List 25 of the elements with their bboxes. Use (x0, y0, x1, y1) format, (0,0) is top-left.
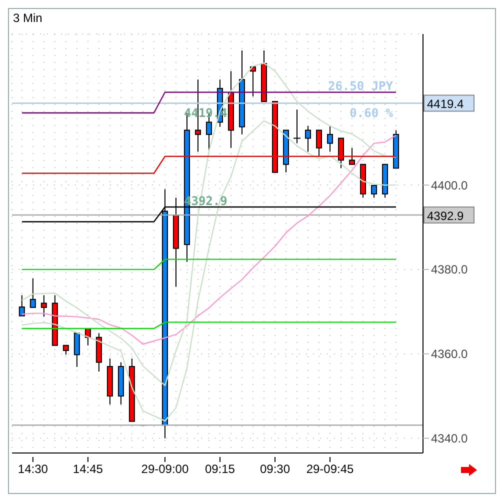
x-tick-label: 14:30 (18, 462, 48, 476)
candlestick (305, 125, 312, 152)
x-tick-label: 29-09:45 (306, 462, 354, 476)
chart-title: 3 Min (13, 11, 42, 25)
x-tick-label: 09:30 (260, 462, 290, 476)
candlestick (74, 332, 80, 368)
ref-line-label: 4392.9 (427, 209, 464, 224)
y-tick-label: 4340.0 (431, 431, 468, 446)
candlestick (40, 294, 47, 318)
x-tick-label: 09:15 (204, 462, 236, 476)
annotation: 0.60 % (350, 106, 394, 120)
y-tick-label: 4380.0 (431, 262, 468, 277)
candlestick (18, 294, 25, 316)
y-tick-label: 4400.0 (431, 178, 468, 192)
candlestick (293, 109, 301, 144)
candlestick (327, 125, 334, 152)
x-tick-label: 14:45 (72, 462, 104, 476)
x-tick-label: 29-09:00 (141, 462, 189, 476)
annotation: 26.50 JPY (328, 79, 394, 94)
line-series (21, 120, 397, 422)
y-tick-label: 4360.0 (431, 347, 468, 362)
candlestick (30, 278, 36, 308)
candlestick (371, 184, 378, 198)
candlestick (62, 344, 69, 356)
ref-line-label: 4419.4 (427, 97, 464, 112)
